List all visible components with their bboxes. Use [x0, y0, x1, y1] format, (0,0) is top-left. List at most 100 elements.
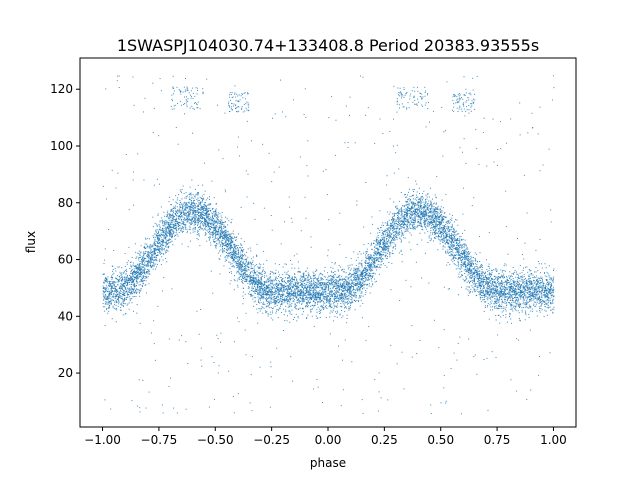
- data-point: [203, 215, 205, 217]
- data-point: [142, 282, 144, 284]
- data-point: [473, 272, 475, 274]
- data-point: [309, 296, 311, 298]
- data-point: [459, 268, 461, 270]
- data-point: [414, 198, 416, 200]
- data-point: [298, 294, 300, 296]
- data-point: [287, 301, 289, 303]
- data-point: [345, 294, 347, 296]
- data-point: [274, 305, 276, 307]
- data-point: [242, 250, 244, 252]
- data-point: [150, 249, 152, 251]
- data-point: [137, 267, 139, 269]
- data-point: [159, 252, 161, 254]
- data-point: [153, 265, 155, 267]
- data-point: [424, 252, 426, 254]
- data-point: [314, 274, 316, 276]
- data-point: [174, 208, 176, 210]
- data-point: [255, 271, 257, 273]
- data-point: [552, 288, 554, 290]
- data-point: [402, 219, 404, 221]
- data-point: [446, 232, 448, 234]
- data-point: [373, 249, 375, 251]
- data-point: [363, 287, 365, 289]
- data-point: [314, 287, 316, 289]
- data-point: [184, 219, 186, 221]
- data-point: [458, 251, 460, 253]
- data-point: [282, 292, 284, 294]
- data-point: [472, 273, 474, 275]
- data-point: [398, 223, 400, 225]
- data-point: [305, 278, 307, 280]
- data-point: [161, 246, 163, 248]
- data-point: [409, 227, 411, 229]
- data-point: [328, 285, 330, 287]
- data-point: [512, 283, 514, 285]
- data-point: [351, 284, 353, 286]
- data-point: [148, 271, 150, 273]
- data-point: [528, 268, 530, 270]
- data-point: [257, 293, 259, 295]
- data-point: [138, 266, 140, 268]
- data-point: [261, 271, 263, 273]
- data-point: [275, 273, 277, 275]
- data-point: [193, 211, 195, 213]
- data-point: [129, 298, 131, 300]
- data-point: [354, 272, 356, 274]
- data-point: [201, 213, 203, 215]
- data-point: [138, 289, 140, 291]
- data-point: [391, 217, 393, 219]
- data-point: [287, 315, 289, 317]
- data-point: [392, 225, 394, 227]
- data-point: [440, 227, 442, 229]
- data-point: [510, 304, 512, 306]
- data-point: [498, 314, 500, 316]
- data-point: [452, 244, 454, 246]
- data-point: [254, 273, 256, 275]
- data-point: [520, 287, 522, 289]
- data-point: [469, 292, 471, 294]
- data-point: [325, 293, 327, 295]
- data-point: [457, 254, 459, 256]
- data-point: [291, 276, 293, 278]
- data-point: [459, 271, 461, 273]
- data-point: [238, 277, 240, 279]
- data-point: [288, 310, 290, 312]
- data-point: [442, 225, 444, 227]
- data-point: [364, 271, 366, 273]
- data-point: [320, 294, 322, 296]
- data-point: [379, 258, 381, 260]
- data-point: [384, 245, 386, 247]
- data-point: [448, 227, 450, 229]
- data-point: [478, 267, 480, 269]
- data-point: [428, 196, 430, 198]
- data-point: [350, 276, 352, 278]
- data-point: [275, 269, 277, 271]
- data-point: [136, 256, 138, 258]
- data-point: [234, 237, 236, 239]
- data-point: [441, 240, 443, 242]
- data-point: [487, 287, 489, 289]
- data-point: [310, 285, 312, 287]
- data-point: [105, 288, 107, 290]
- data-point: [263, 307, 265, 309]
- data-point: [172, 232, 174, 234]
- data-point: [502, 294, 504, 296]
- data-point: [295, 308, 297, 310]
- data-point: [290, 293, 292, 295]
- data-point: [486, 259, 488, 261]
- data-point: [106, 282, 108, 284]
- data-point: [170, 224, 172, 226]
- data-point: [166, 234, 168, 236]
- data-point: [175, 220, 177, 222]
- data-point: [137, 278, 139, 280]
- data-point: [407, 218, 409, 220]
- data-point: [142, 264, 144, 266]
- data-point: [491, 295, 493, 297]
- data-point: [520, 280, 522, 282]
- data-point: [327, 284, 329, 286]
- data-point: [491, 274, 493, 276]
- data-point: [313, 280, 315, 282]
- data-point: [405, 213, 407, 215]
- data-point: [552, 286, 554, 288]
- data-point: [419, 221, 421, 223]
